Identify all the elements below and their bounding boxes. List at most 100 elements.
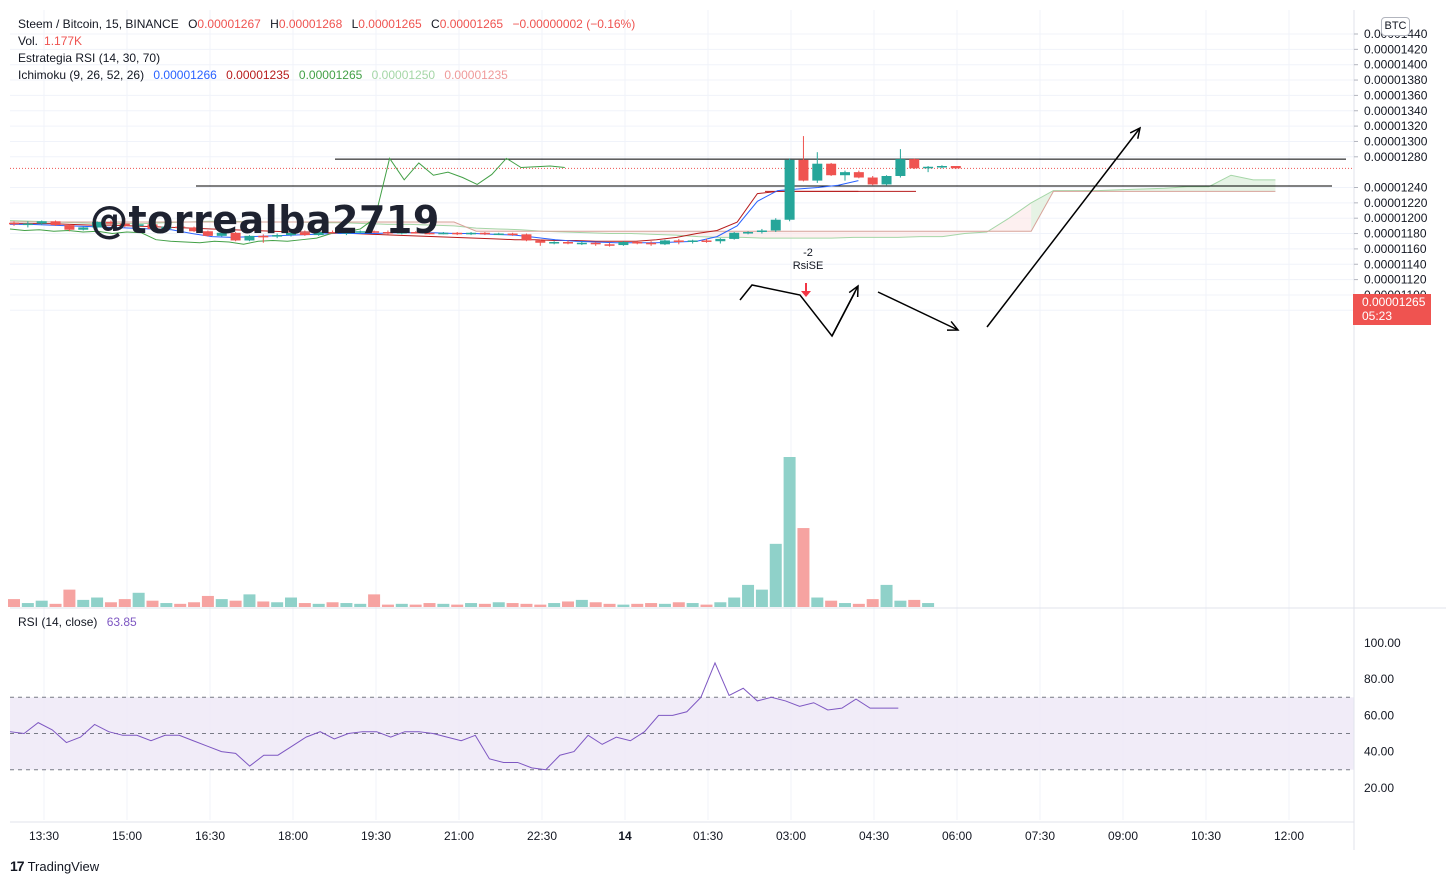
- time-tick-label: 10:30: [1191, 829, 1221, 843]
- volume-bar: [575, 599, 588, 607]
- low-value: 0.00001265: [358, 17, 422, 31]
- volume-bar: [381, 604, 394, 607]
- candle-body: [105, 222, 116, 224]
- pullback-arrow: [877, 291, 959, 331]
- ichimoku-cloud: [9, 174, 1276, 239]
- time-tick-label: 13:30: [29, 829, 59, 843]
- open-label: O: [188, 17, 198, 31]
- volume-bar: [658, 603, 671, 607]
- change-value: −0.00000002 (−0.16%): [512, 17, 636, 31]
- candle-body: [549, 241, 560, 244]
- candle-body: [479, 232, 490, 235]
- candle-body: [369, 231, 380, 233]
- candle-body: [950, 166, 961, 169]
- candle-body: [604, 244, 615, 246]
- leading-span-a: [9, 174, 1276, 239]
- time-tick-label: 03:00: [776, 829, 806, 843]
- last-price-tag: 0.00001265 05:23: [1353, 294, 1431, 325]
- volume-bar: [395, 603, 408, 607]
- candle-body: [230, 232, 241, 241]
- time-tick-label: 04:30: [859, 829, 889, 843]
- volume-bar: [160, 603, 173, 607]
- candle-body: [382, 232, 393, 234]
- volume-bar: [465, 603, 478, 607]
- candle-body: [189, 227, 200, 232]
- price-tick-label: 0.00001160: [1364, 242, 1427, 256]
- candle-body: [826, 163, 837, 176]
- strategy-signal-label: -2 RsiSE: [790, 247, 826, 273]
- volume-legend[interactable]: Vol. 1.177K: [18, 33, 88, 50]
- candle-body: [784, 159, 795, 220]
- price-tick-label: 0.00001300: [1364, 134, 1428, 148]
- volume-bar: [866, 599, 879, 607]
- rsi-tick-label: 60.00: [1364, 708, 1394, 722]
- candle-body: [563, 241, 573, 244]
- time-tick-label: 15:00: [112, 829, 142, 843]
- volume-bar: [326, 602, 339, 607]
- cloud-fill-bullish: [1031, 175, 1276, 232]
- candle-body: [867, 177, 878, 185]
- ichimoku-leading-b-value: 0.00001235: [444, 68, 508, 82]
- volume-bar: [908, 599, 921, 607]
- candle-body: [216, 232, 227, 236]
- volume-bar: [368, 594, 381, 607]
- candle-body: [286, 232, 296, 236]
- volume-bar: [77, 599, 90, 607]
- volume-bar: [714, 602, 727, 607]
- time-tick-label: 14: [618, 829, 632, 843]
- ichimoku-legend[interactable]: Ichimoku (9, 26, 52, 26) 0.00001266 0.00…: [18, 67, 514, 84]
- rsi-line: [9, 661, 899, 771]
- price-tick-label: 0.00001120: [1364, 273, 1427, 287]
- strategy-legend[interactable]: Estrategia RSI (14, 30, 70): [18, 50, 166, 67]
- volume-bar: [922, 603, 935, 607]
- symbol-title[interactable]: Steem / Bitcoin, 15, BINANCE: [18, 17, 179, 31]
- rsi-tick-label: 100.00: [1364, 636, 1401, 650]
- volume-bar: [811, 597, 824, 607]
- volume-bar: [437, 603, 450, 607]
- candle-body: [590, 242, 601, 245]
- time-tick-label: 21:00: [444, 829, 474, 843]
- last-price-value: 0.00001265: [1362, 295, 1426, 309]
- time-tick-label: 07:30: [1025, 829, 1055, 843]
- candle-body: [424, 232, 435, 235]
- time-tick-label: 16:30: [195, 829, 225, 843]
- candle-body: [770, 219, 781, 231]
- candle-body: [9, 222, 19, 225]
- candle-body: [341, 232, 352, 234]
- candle-body: [840, 172, 850, 176]
- rsi-tick-label: 40.00: [1364, 745, 1394, 759]
- candle-body: [812, 163, 823, 181]
- target-arrow: [986, 127, 1141, 328]
- pullback-arrow-head: [946, 320, 960, 331]
- candle-body: [36, 221, 47, 224]
- tradingview-brand: TradingView: [27, 858, 100, 874]
- volume-bar: [174, 603, 187, 607]
- volume-bar: [562, 601, 574, 607]
- candle-body: [729, 232, 740, 239]
- symbol-legend: Steem / Bitcoin, 15, BINANCE O0.00001267…: [18, 16, 641, 33]
- horizontal-levels: [10, 158, 1354, 192]
- candle-body: [133, 224, 144, 226]
- rsi-legend[interactable]: RSI (14, close) 63.85: [18, 614, 143, 631]
- time-tick-label: 12:00: [1274, 829, 1304, 843]
- candle-body: [659, 240, 670, 245]
- volume-bar: [188, 602, 201, 607]
- ichimoku-leading-a-value: 0.00001250: [371, 68, 436, 82]
- candle-body: [244, 235, 255, 241]
- price-tick-label: 0.00001280: [1364, 150, 1428, 164]
- candle-body: [646, 242, 657, 245]
- volume-bar: [8, 599, 20, 607]
- volume-bar: [118, 599, 131, 607]
- tradingview-logo[interactable]: 17 TradingView: [10, 858, 99, 874]
- candle-body: [853, 172, 864, 178]
- target-arrow-head: [1129, 126, 1142, 139]
- volume-bar: [271, 602, 284, 607]
- candle-body: [576, 242, 587, 245]
- volume-bar: [257, 601, 270, 607]
- volume-bar: [520, 603, 533, 607]
- open-value: 0.00001267: [197, 17, 261, 31]
- volume-bar: [298, 603, 311, 607]
- currency-badge[interactable]: BTC: [1381, 17, 1410, 36]
- volume-bar: [21, 603, 34, 607]
